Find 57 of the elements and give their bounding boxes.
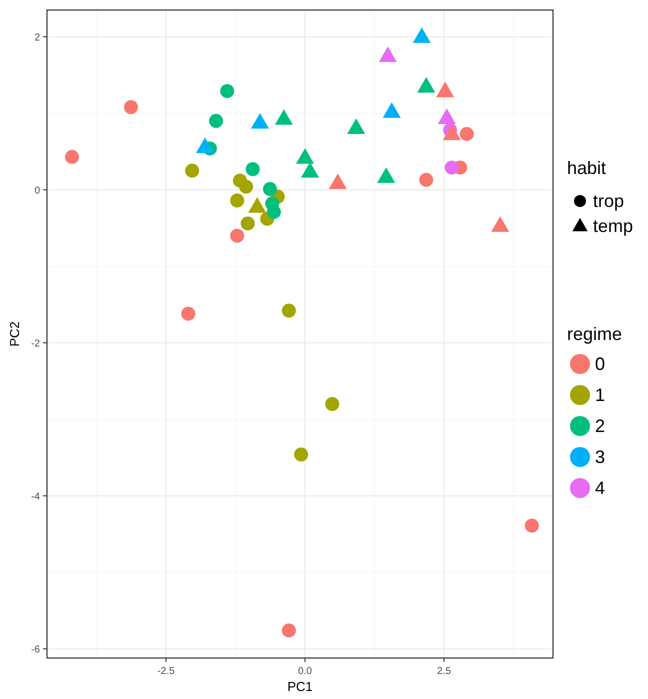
point [250,113,269,129]
x-axis-title: PC1 [287,679,313,694]
y-tick-label: -2 [31,338,40,350]
point [282,304,296,318]
point [239,180,254,194]
point [417,77,436,93]
point [274,109,293,125]
legend-label: 1 [595,385,606,405]
point [181,306,196,321]
y-tick-label: -4 [31,491,40,502]
point [230,228,244,243]
text: habit [567,158,606,178]
x-tick-label: 2.5 [437,666,452,677]
point [442,124,461,140]
point [301,162,319,178]
point [460,126,474,141]
y-tick-label: -6 [31,644,40,656]
point [230,194,244,208]
point [246,162,260,176]
x-tick-label: 0.0 [298,666,312,677]
legend-title: regime [567,324,622,344]
point [436,82,454,98]
point [282,623,296,638]
point [248,197,266,213]
point [294,447,308,462]
point [524,518,539,533]
point [419,172,434,187]
point [240,216,255,230]
point [296,148,314,164]
point [412,27,431,43]
point [438,108,456,124]
text: temp [593,216,634,236]
point [185,164,200,178]
point [196,137,214,154]
x-tick-label: -2.5 [157,666,176,677]
y-tick-label: 2 [34,32,40,44]
legend-label: 3 [595,447,606,467]
point [444,160,459,175]
point [262,182,277,196]
point [325,397,340,411]
legend-label: 0 [595,354,606,374]
point [347,118,366,134]
legend-label: 2 [595,416,606,436]
text: trop [593,191,624,211]
point [328,173,347,190]
point [378,46,397,62]
point [382,102,401,118]
point [209,114,224,128]
point [65,150,80,164]
point [377,167,396,183]
legend-label: 4 [595,478,606,498]
point [266,204,281,219]
point [220,84,234,98]
y-axis-title: PC2 [7,321,22,347]
point [124,100,138,114]
y-tick-label: 0 [34,185,40,196]
point [491,216,510,232]
